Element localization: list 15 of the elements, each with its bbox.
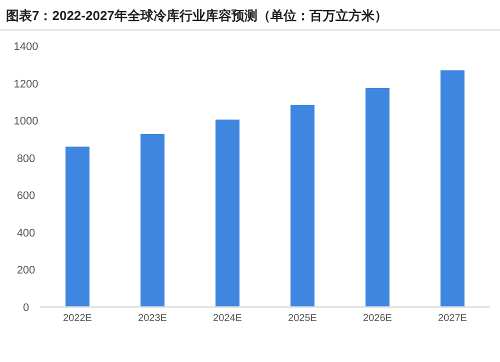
- ytick: 800: [16, 152, 36, 165]
- ytick: 400: [16, 227, 36, 240]
- xtick: 2022E: [63, 313, 92, 324]
- xtick: 2025E: [288, 313, 317, 324]
- xtick: 2023E: [138, 313, 167, 324]
- ytick: 0: [22, 302, 30, 314]
- xtick: 2026E: [363, 313, 392, 324]
- ytick: 1000: [14, 116, 38, 128]
- xtick: 2024E: [213, 313, 242, 324]
- ytick: 1200: [14, 78, 38, 90]
- ytick: 200: [16, 264, 36, 277]
- xtick: 2027E: [438, 313, 467, 324]
- ytick: 1400: [14, 41, 38, 53]
- ytick: 600: [16, 190, 36, 202]
- title: 图表7：2022-2027年全球冷库行业库容预测（单位：百万立方米）: [6, 8, 388, 23]
